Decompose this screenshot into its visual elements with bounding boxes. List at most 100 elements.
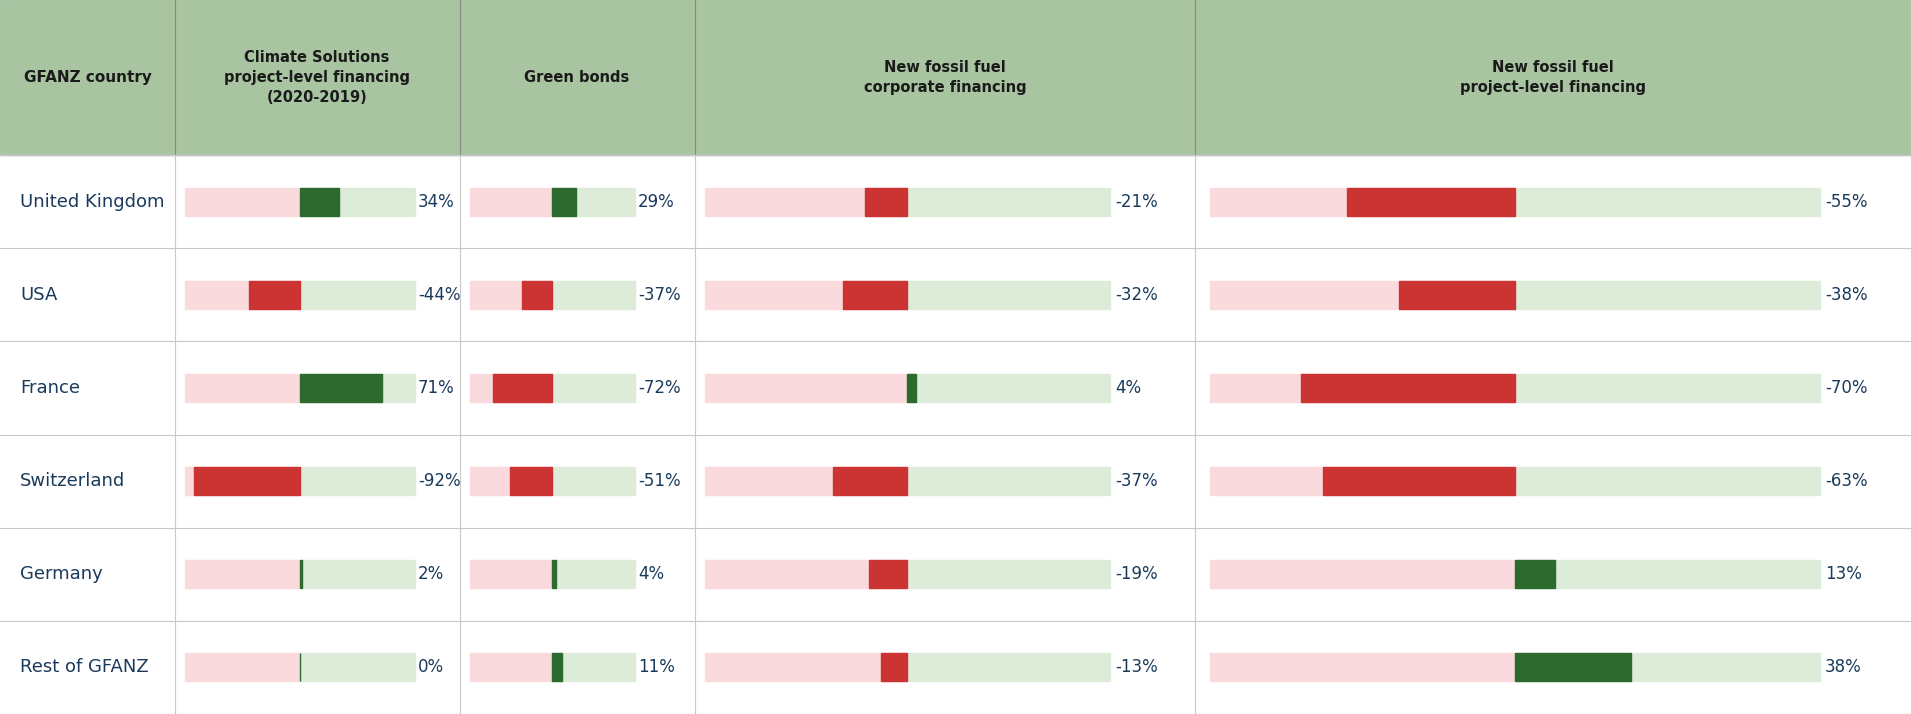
Text: 13%: 13% (1825, 565, 1861, 583)
Bar (0, 528, 1911, 621)
Bar (470, 188, 552, 216)
Bar (552, 188, 577, 216)
Bar (1515, 653, 1630, 681)
Text: New fossil fuel
project-level financing: New fossil fuel project-level financing (1460, 60, 1645, 95)
Bar (300, 374, 415, 402)
Bar (552, 281, 634, 308)
Bar (300, 188, 338, 216)
Bar (0, 621, 1911, 714)
Bar (843, 281, 908, 308)
Bar (1210, 653, 1515, 681)
Bar (0, 0, 1911, 155)
Bar (300, 467, 415, 495)
Bar (185, 374, 300, 402)
Text: United Kingdom: United Kingdom (19, 193, 164, 211)
Text: -37%: -37% (638, 286, 680, 303)
Bar (1515, 374, 1819, 402)
Bar (470, 281, 552, 308)
Bar (705, 281, 908, 308)
Bar (0, 155, 1911, 248)
Text: Green bonds: Green bonds (524, 70, 629, 85)
Bar (300, 653, 415, 681)
Text: -70%: -70% (1825, 379, 1867, 397)
Bar (300, 374, 382, 402)
Bar (185, 188, 300, 216)
Bar (1515, 467, 1819, 495)
Bar (705, 653, 908, 681)
Text: Switzerland: Switzerland (19, 472, 126, 490)
Bar (470, 467, 552, 495)
Bar (552, 653, 562, 681)
Bar (1515, 281, 1819, 308)
Text: -32%: -32% (1114, 286, 1158, 303)
Text: USA: USA (19, 286, 57, 303)
Bar (908, 560, 1110, 588)
Text: -37%: -37% (1114, 472, 1158, 490)
Bar (552, 653, 634, 681)
Bar (870, 560, 908, 588)
Bar (510, 467, 552, 495)
Bar (908, 281, 1110, 308)
Bar (552, 560, 634, 588)
Bar (300, 188, 415, 216)
Bar (552, 374, 634, 402)
Bar (300, 281, 415, 308)
Text: -19%: -19% (1114, 565, 1158, 583)
Bar (1210, 467, 1515, 495)
Bar (1210, 188, 1515, 216)
Bar (1322, 467, 1515, 495)
Bar (1210, 281, 1515, 308)
Bar (1347, 188, 1515, 216)
Bar (1399, 281, 1515, 308)
Bar (705, 467, 908, 495)
Text: -21%: -21% (1114, 193, 1158, 211)
Bar (908, 653, 1110, 681)
Bar (470, 560, 552, 588)
Bar (1515, 560, 1556, 588)
Text: -55%: -55% (1825, 193, 1867, 211)
Bar (1515, 188, 1819, 216)
Text: -51%: -51% (638, 472, 680, 490)
Text: Rest of GFANZ: Rest of GFANZ (19, 658, 149, 676)
Bar (185, 281, 300, 308)
Text: Climate Solutions
project-level financing
(2020-2019): Climate Solutions project-level financin… (224, 50, 411, 105)
Bar (705, 374, 908, 402)
Bar (185, 560, 300, 588)
Bar (185, 467, 300, 495)
Text: -92%: -92% (419, 472, 461, 490)
Text: 4%: 4% (1114, 379, 1141, 397)
Bar (881, 653, 908, 681)
Bar (493, 374, 552, 402)
Text: -13%: -13% (1114, 658, 1158, 676)
Text: -63%: -63% (1825, 472, 1867, 490)
Bar (1210, 560, 1515, 588)
Text: 4%: 4% (638, 565, 665, 583)
Bar (0, 248, 1911, 341)
Bar (522, 281, 552, 308)
Bar (250, 281, 300, 308)
Bar (1301, 374, 1515, 402)
Bar (552, 188, 634, 216)
Bar (300, 560, 302, 588)
Bar (705, 188, 908, 216)
Bar (866, 188, 908, 216)
Text: New fossil fuel
corporate financing: New fossil fuel corporate financing (864, 60, 1026, 95)
Bar (0, 435, 1911, 528)
Text: 29%: 29% (638, 193, 675, 211)
Text: -38%: -38% (1825, 286, 1867, 303)
Bar (552, 467, 634, 495)
Bar (908, 188, 1110, 216)
Text: 38%: 38% (1825, 658, 1861, 676)
Text: GFANZ country: GFANZ country (25, 70, 153, 85)
Bar (470, 374, 552, 402)
Bar (552, 560, 556, 588)
Text: Germany: Germany (19, 565, 103, 583)
Bar (705, 560, 908, 588)
Text: -72%: -72% (638, 379, 680, 397)
Bar (908, 467, 1110, 495)
Bar (1515, 653, 1819, 681)
Bar (0, 341, 1911, 435)
Text: France: France (19, 379, 80, 397)
Bar (908, 374, 915, 402)
Bar (908, 374, 1110, 402)
